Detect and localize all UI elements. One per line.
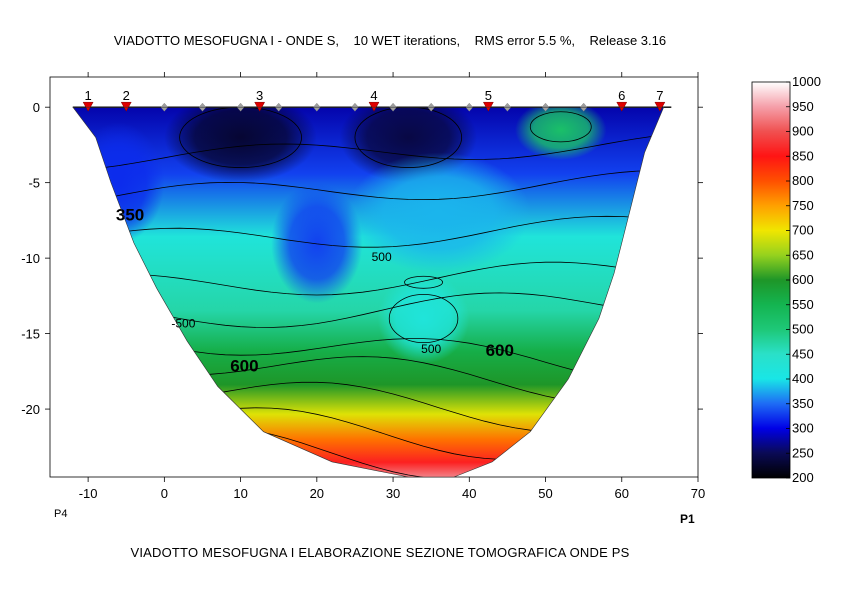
velocity-anomaly — [164, 107, 317, 183]
colorbar-tick-label: 900 — [792, 124, 814, 139]
colorbar-tick-label: 300 — [792, 421, 814, 436]
velocity-anomaly — [347, 152, 531, 274]
shot-marker — [82, 101, 94, 112]
contour-label: 350 — [116, 205, 144, 224]
x-tick-label: 20 — [310, 486, 324, 501]
colorbar-tick-label: 400 — [792, 371, 814, 386]
contour-line — [72, 170, 664, 205]
endpoint-label-left: P4 — [54, 508, 67, 520]
shot-label: 1 — [85, 88, 92, 103]
x-axis-ticks: -10 0 10 20 30 40 50 60 70 — [79, 72, 705, 501]
colorbar-tick-label: 1000 — [792, 74, 821, 89]
shot-label: 7 — [656, 88, 663, 103]
chart-title: VIADOTTO MESOFUGNA I - ONDE S, 10 WET it… — [113, 33, 667, 48]
contour-line — [72, 215, 664, 248]
shot-marker — [482, 101, 494, 112]
contour-line — [404, 275, 444, 289]
colorbar-scale — [751, 81, 791, 479]
velocity-anomaly — [515, 107, 607, 161]
colorbar-tick-label: 200 — [792, 470, 814, 485]
contour-label: 500 — [372, 250, 392, 264]
colorbar-tick-label: 550 — [792, 297, 814, 312]
figure-caption: VIADOTTO MESOFUGNA I ELABORAZIONE SEZION… — [130, 545, 630, 560]
y-axis-ticks: 0 -5 -10 -15 -20 — [21, 100, 703, 417]
colorbar-tick-label: 450 — [792, 346, 814, 361]
contour-labels: 350 500 -500 500 600 600 — [116, 205, 514, 375]
velocity-anomalies — [72, 107, 607, 364]
contour-line — [72, 261, 664, 296]
shot-markers: 1 2 3 4 5 6 7 — [82, 88, 666, 112]
y-tick-label: -10 — [21, 251, 40, 266]
shot-marker — [616, 101, 628, 112]
shot-label: 5 — [485, 88, 492, 103]
colorbar-tick-label: 750 — [792, 198, 814, 213]
contour-label: 600 — [230, 356, 258, 375]
contour-line — [388, 293, 459, 344]
colorbar-tick-label: 650 — [792, 247, 814, 262]
section-outline — [72, 106, 665, 478]
x-tick-label: 0 — [161, 486, 168, 501]
shot-label: 2 — [123, 88, 130, 103]
colorbar-tick-label: 950 — [792, 99, 814, 114]
x-tick-label: 10 — [233, 486, 247, 501]
velocity-anomaly — [377, 273, 470, 364]
x-tick-label: 50 — [538, 486, 552, 501]
colorbar-tick-label: 250 — [792, 445, 814, 460]
colorbar-ticks: 1000 950 900 850 800 750 700 650 600 550 500 450 400… — [786, 74, 821, 485]
contour-line — [529, 111, 592, 143]
colorbar-tick-label: 350 — [792, 396, 814, 411]
shot-label: 6 — [618, 88, 625, 103]
colorbar-tick-label: 700 — [792, 223, 814, 238]
shot-marker — [254, 101, 266, 112]
y-tick-label: -15 — [21, 327, 40, 342]
x-tick-label: 70 — [691, 486, 705, 501]
shot-label: 3 — [256, 88, 263, 103]
velocity-anomaly — [72, 122, 165, 244]
shot-label: 4 — [370, 88, 377, 103]
contour-line — [72, 134, 664, 171]
contour-label: 600 — [486, 341, 514, 360]
shot-marker — [368, 101, 380, 112]
plot-frame — [49, 76, 699, 478]
colorbar-tick-label: 850 — [792, 148, 814, 163]
y-tick-label: 0 — [33, 100, 40, 115]
colorbar-tick-label: 600 — [792, 272, 814, 287]
x-tick-label: 30 — [386, 486, 400, 501]
x-tick-label: 60 — [615, 486, 629, 501]
colorbar-tick-label: 500 — [792, 322, 814, 337]
shot-marker — [120, 101, 132, 112]
x-tick-label: 40 — [462, 486, 476, 501]
colorbar: 1000 950 900 850 800 750 700 650 600 550 500 450 400… — [751, 74, 821, 485]
shot-marker — [654, 101, 666, 112]
velocity-section — [72, 107, 664, 477]
endpoint-label-right: P1 — [680, 512, 695, 526]
contour-label: 500 — [421, 342, 441, 356]
y-tick-label: -5 — [28, 176, 40, 191]
y-tick-label: -20 — [21, 402, 40, 417]
colorbar-tick-label: 800 — [792, 173, 814, 188]
velocity-anomaly — [271, 182, 363, 304]
x-tick-label: -10 — [79, 486, 98, 501]
contour-label: -500 — [171, 317, 195, 331]
